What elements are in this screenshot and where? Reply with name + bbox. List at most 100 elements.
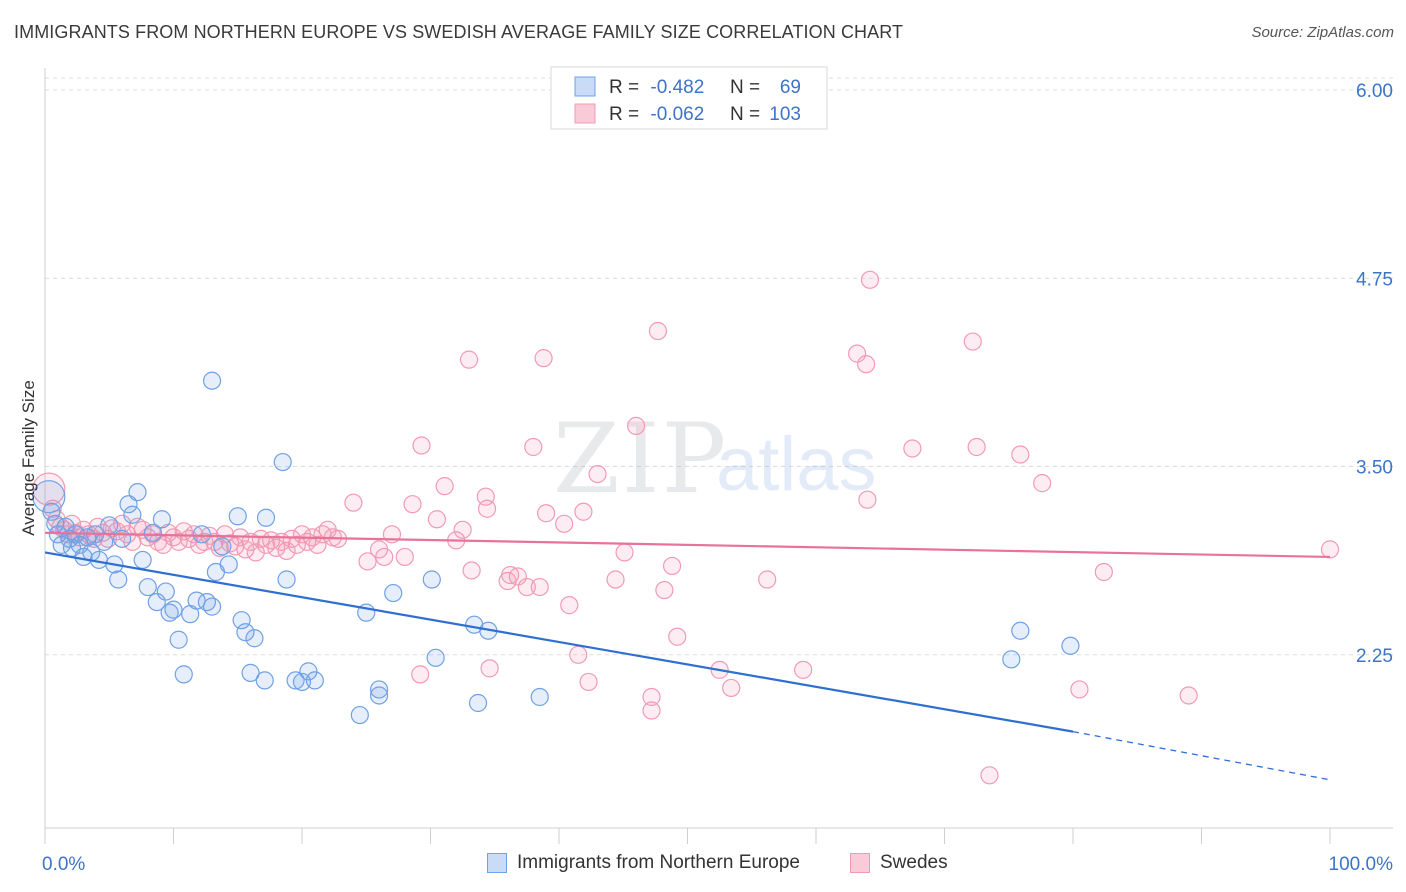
n-value-blue: 69 (780, 77, 801, 98)
swedes-point (569, 645, 588, 664)
immigrants-point (164, 600, 183, 619)
swedes-point (246, 543, 265, 562)
swedes-point (517, 577, 536, 597)
y-tick-label: 2.25 (1356, 646, 1393, 667)
immigrants-point (1011, 621, 1030, 640)
swedes-point (477, 499, 497, 518)
immigrants-point (169, 630, 188, 649)
immigrants-point (56, 517, 75, 536)
tick-labels: 2.25 3.50 4.75 6.00 0.0% 100.0% (42, 81, 1393, 875)
r-label-pink: R = (609, 104, 639, 125)
legend-swatch-blue (574, 76, 596, 97)
immigrants-point (112, 529, 132, 548)
immigrants-point (133, 550, 152, 570)
immigrants-point (156, 582, 175, 601)
swedes-point (32, 472, 66, 506)
watermark-zip: ZIP (553, 403, 728, 515)
immigrants-point (42, 502, 61, 521)
swedes-point (537, 504, 556, 523)
swedes-point (857, 355, 876, 374)
immigrants-point (192, 525, 211, 544)
swedes-point (668, 627, 687, 646)
swedes-point (308, 535, 327, 554)
chart-title: IMMIGRANTS FROM NORTHERN EUROPE VS SWEDI… (14, 22, 904, 42)
immigrants-point (1061, 636, 1080, 655)
x-tick-label: 0.0% (42, 854, 85, 875)
swedes-point (534, 349, 553, 368)
swedes-point (344, 493, 363, 512)
svg-text:N =: N = (730, 104, 760, 125)
swedes-point (375, 547, 394, 567)
immigrants-point (370, 680, 389, 699)
swedes-point (642, 687, 661, 707)
immigrants-point (174, 665, 193, 684)
swedes-point (722, 678, 741, 698)
immigrants-point (255, 671, 274, 690)
swedes-point (642, 701, 661, 720)
immigrants-point (277, 570, 296, 589)
immigrants-point (1002, 650, 1021, 669)
swedes-point (435, 477, 454, 496)
legend-swatch-immigrants (487, 853, 507, 873)
swedes-point (1094, 562, 1113, 582)
swedes-point (1320, 540, 1340, 559)
immigrants-point (299, 662, 318, 681)
legend-label-swedes: Swedes (880, 852, 948, 873)
r-value-blue: -0.482 (650, 77, 704, 98)
swedes-point (480, 659, 499, 678)
immigrants-point (530, 687, 549, 707)
swedes-point (459, 350, 479, 369)
immigrants-point (305, 671, 324, 690)
axes (44, 68, 1393, 844)
immigrants-point (202, 371, 222, 390)
swedes-point (411, 665, 430, 684)
swedes-point (154, 535, 173, 554)
swedes-point (648, 321, 668, 341)
y-axis-label: Average Family Size (19, 380, 38, 536)
swedes-point (794, 660, 813, 679)
immigrants-point (228, 507, 247, 526)
swedes-point (615, 543, 634, 562)
swedes-point (1033, 474, 1052, 493)
swedes-trend-line (44, 531, 1331, 559)
swedes-point (758, 570, 777, 589)
immigrants-point (123, 505, 142, 524)
immigrants-point (350, 705, 369, 725)
x-tick-label: 100.0% (1329, 854, 1394, 875)
immigrants-point (426, 648, 445, 667)
swedes-point (277, 541, 296, 560)
immigrants-point (138, 577, 157, 597)
swedes-point (848, 344, 867, 363)
legend-item-swedes[interactable]: Swedes (850, 852, 948, 874)
n-value-pink: 103 (769, 104, 801, 125)
immigrants-point (273, 452, 292, 472)
series-immigrants-northern-europe (32, 371, 1080, 725)
swedes-point (606, 570, 625, 589)
immigrants-point (128, 483, 147, 502)
swedes-point (412, 436, 431, 455)
immigrants-point (236, 623, 255, 642)
immigrants-point (256, 508, 276, 527)
svg-text:R = -0.482: R = -0.482 (609, 77, 704, 98)
grid-lines (45, 77, 1393, 656)
immigrants-point (232, 611, 251, 630)
immigrants-point (370, 686, 389, 705)
immigrants-point (109, 570, 128, 589)
watermark-atlas: atlas (716, 422, 877, 507)
swedes-point (169, 532, 188, 551)
immigrants-trend-line (44, 551, 1074, 733)
swedes-point (427, 510, 447, 529)
swedes-point (555, 514, 574, 533)
immigrants-point (384, 583, 403, 603)
trend-lines (44, 531, 1331, 781)
legend-item-immigrants[interactable]: Immigrants from Northern Europe (487, 852, 800, 874)
swedes-point (403, 495, 422, 514)
svg-text:N =: N = (730, 77, 760, 98)
swedes-point (287, 535, 306, 554)
y-tick-label: 6.00 (1356, 81, 1393, 102)
immigrants-point (219, 555, 238, 574)
swedes-point (588, 464, 607, 484)
swedes-point (530, 577, 549, 597)
swedes-point (358, 552, 377, 571)
